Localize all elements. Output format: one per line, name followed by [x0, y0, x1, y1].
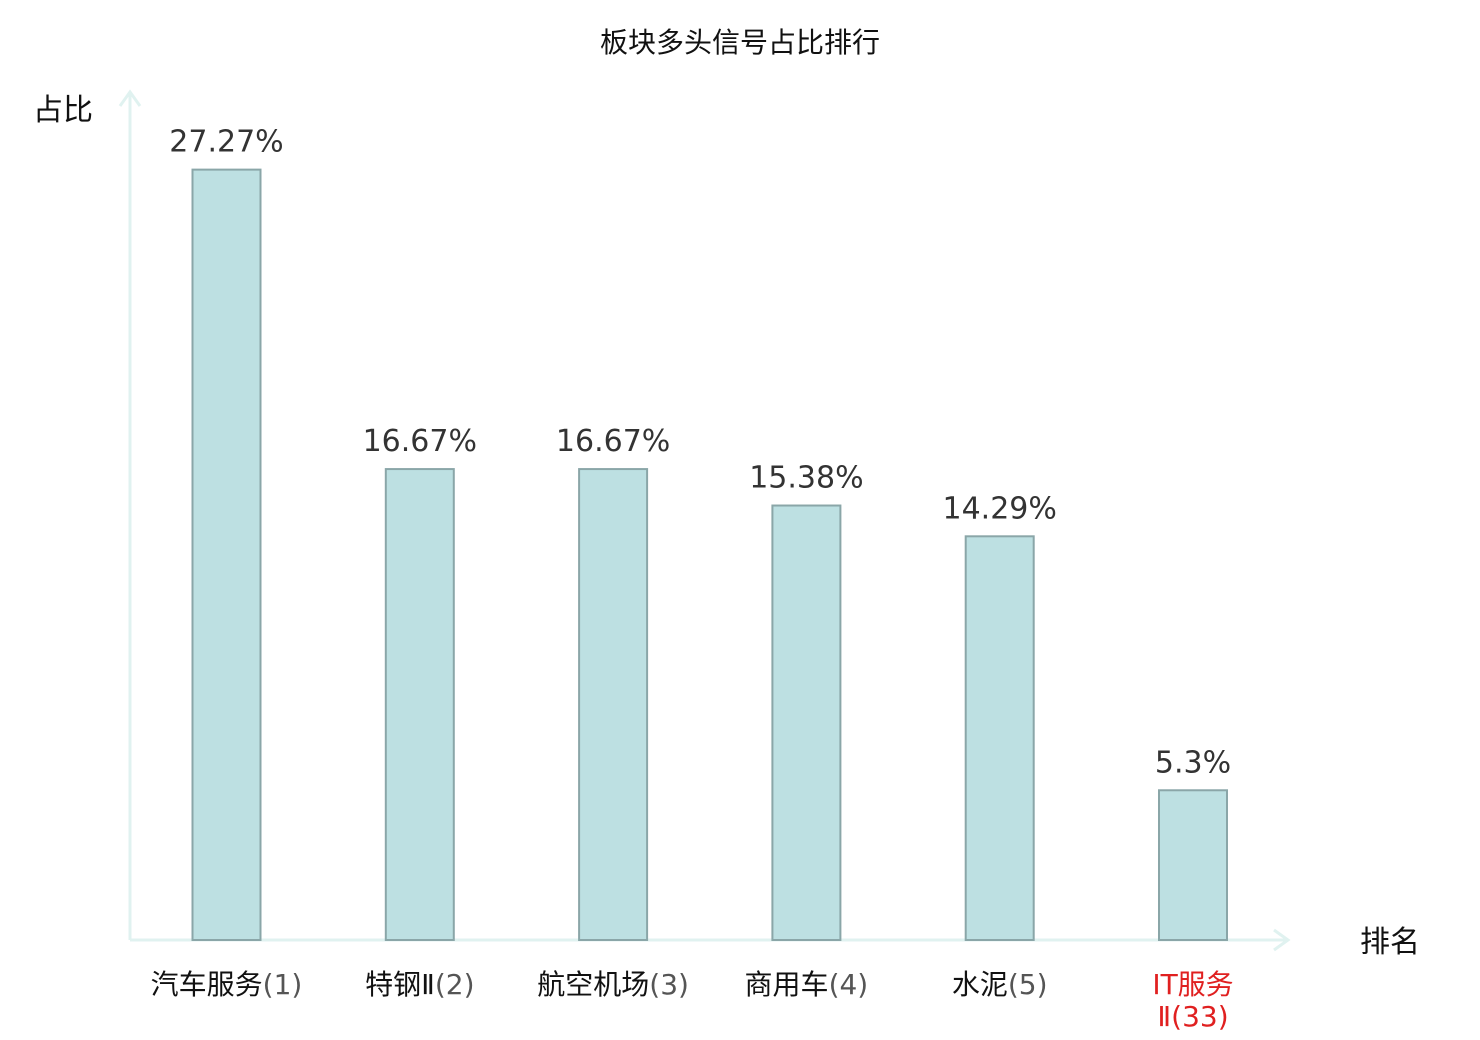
x-axis-label: 排名 — [1360, 925, 1420, 960]
bar-3 — [578, 468, 649, 941]
y-axis-arrow-icon — [118, 89, 142, 107]
bar-1 — [191, 168, 262, 941]
category-label-2: 特钢Ⅱ(2) — [365, 968, 474, 1001]
bars — [191, 168, 1228, 942]
bar-6 — [1158, 789, 1228, 942]
bar-4 — [771, 504, 842, 941]
category-label-1: 汽车服务(1) — [151, 968, 303, 1001]
value-label-3: 16.67% — [556, 424, 670, 459]
x-axis: 排名 — [130, 925, 1420, 960]
value-label-5: 14.29% — [943, 491, 1057, 526]
bar-2 — [384, 468, 455, 941]
category-label-4: 商用车(4) — [745, 968, 869, 1001]
category-labels: 汽车服务(1) 特钢Ⅱ(2) 航空机场(3) 商用车(4) 水泥(5) IT服务 Ⅱ(33) — [151, 968, 1234, 1033]
value-label-6: 5.3% — [1155, 745, 1231, 780]
category-label-5: 水泥(5) — [952, 968, 1048, 1001]
y-axis-label: 占比 — [33, 93, 93, 128]
value-label-2: 16.67% — [363, 424, 477, 459]
category-label-3: 航空机场(3) — [537, 968, 689, 1001]
bar-5 — [964, 535, 1035, 941]
value-label-4: 15.38% — [749, 461, 863, 496]
chart-title: 板块多头信号占比排行 — [600, 26, 880, 59]
x-axis-arrow-icon — [1273, 928, 1291, 952]
category-label-6: IT服务 Ⅱ(33) — [1152, 968, 1233, 1033]
y-axis: 占比 — [33, 89, 142, 940]
value-labels: 27.27% 16.67% 16.67% 15.38% 14.29% 5.3% — [169, 125, 1231, 781]
value-label-1: 27.27% — [169, 125, 283, 160]
